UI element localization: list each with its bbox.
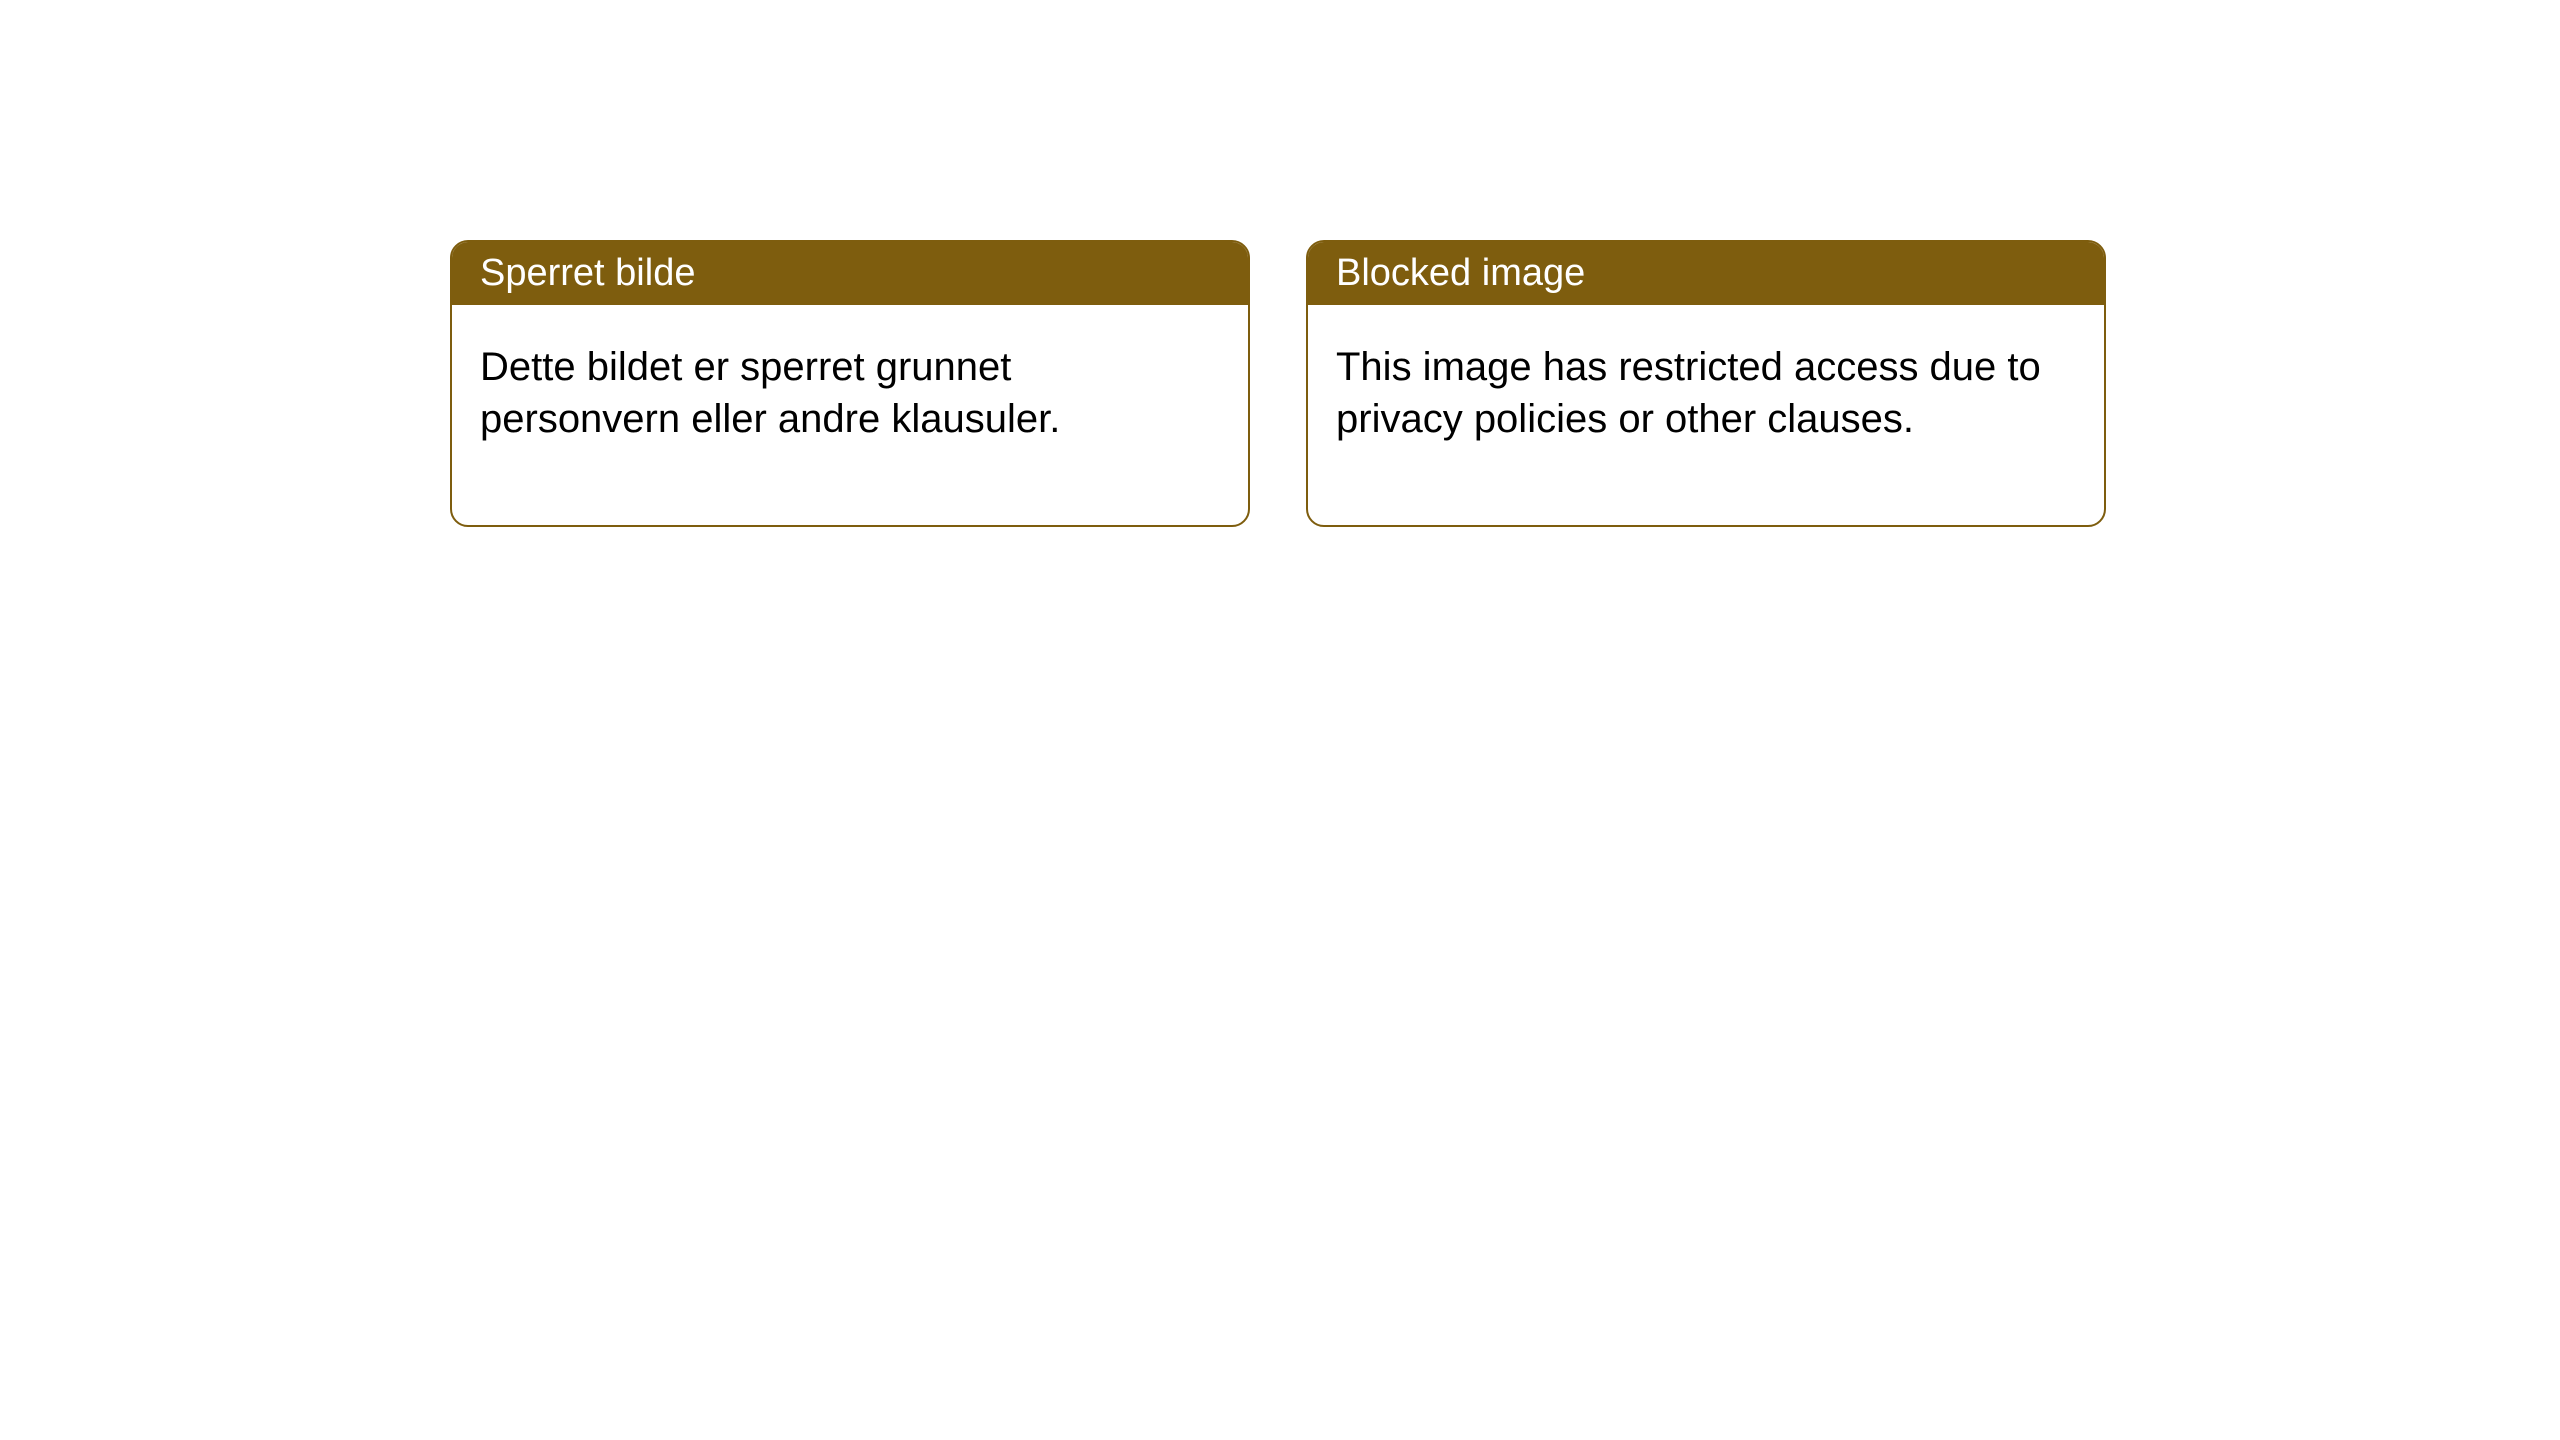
notice-card-norwegian: Sperret bilde Dette bildet er sperret gr… <box>450 240 1250 527</box>
notice-title-norwegian: Sperret bilde <box>452 242 1248 305</box>
notice-container: Sperret bilde Dette bildet er sperret gr… <box>450 240 2106 527</box>
notice-body-norwegian: Dette bildet er sperret grunnet personve… <box>452 305 1248 525</box>
notice-card-english: Blocked image This image has restricted … <box>1306 240 2106 527</box>
notice-title-english: Blocked image <box>1308 242 2104 305</box>
notice-body-english: This image has restricted access due to … <box>1308 305 2104 525</box>
